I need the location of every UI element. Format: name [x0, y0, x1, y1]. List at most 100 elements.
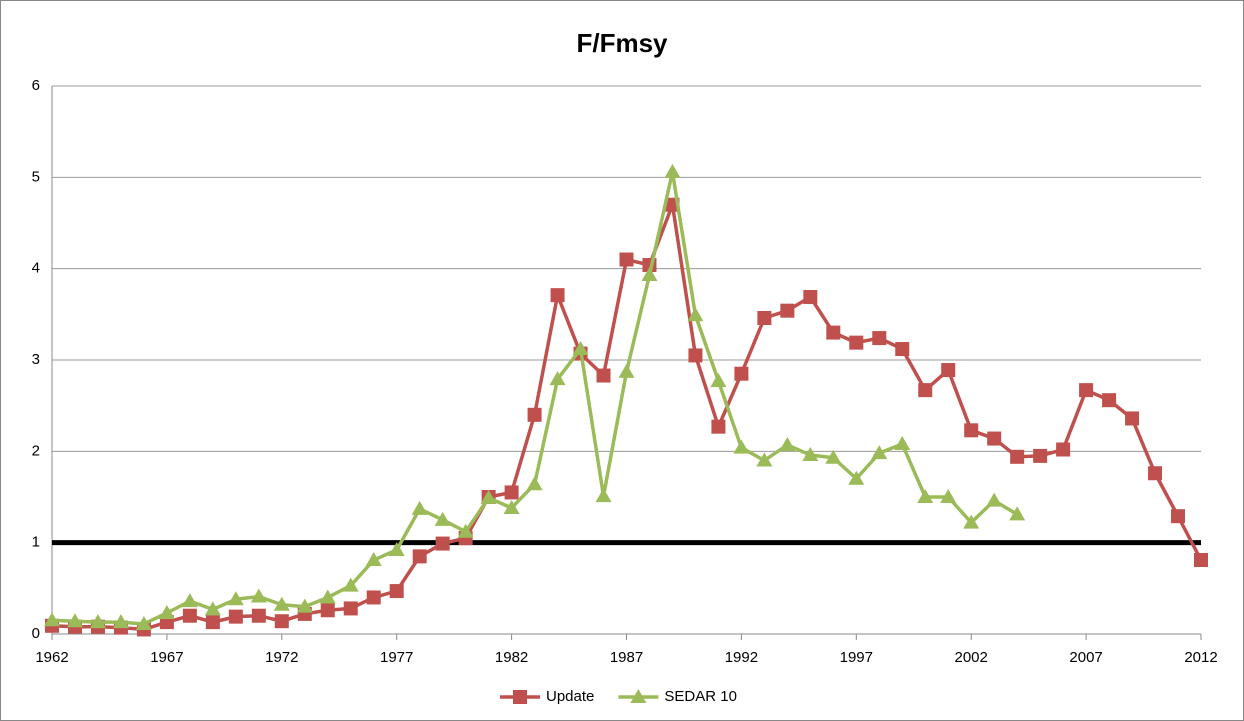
point-marker — [872, 331, 887, 346]
point-marker — [630, 689, 647, 703]
x-tick-label: 1997 — [840, 649, 873, 666]
point-marker — [227, 591, 244, 606]
y-tick-label: 5 — [32, 168, 40, 185]
point-marker — [513, 690, 527, 704]
point-marker — [251, 608, 266, 623]
point-marker — [1148, 466, 1163, 481]
point-marker — [526, 476, 543, 491]
point-marker — [641, 267, 658, 282]
y-tick-label: 0 — [32, 625, 40, 642]
point-marker — [941, 363, 956, 378]
x-tick-label: 2002 — [955, 649, 988, 666]
point-marker — [1009, 506, 1026, 521]
point-marker — [504, 485, 519, 500]
point-marker — [66, 613, 83, 628]
point-marker — [733, 439, 750, 454]
point-marker — [343, 601, 358, 616]
point-marker — [687, 307, 704, 322]
point-marker — [940, 489, 957, 503]
point-marker — [664, 163, 681, 178]
point-marker — [411, 500, 428, 515]
x-tick-label: 1992 — [725, 649, 758, 666]
point-marker — [894, 436, 911, 451]
x-tick-label: 1962 — [35, 649, 68, 666]
point-marker — [803, 289, 818, 304]
chart-title: F/Fmsy — [576, 28, 668, 58]
point-marker — [711, 419, 726, 434]
point-marker — [918, 383, 933, 398]
point-marker — [572, 341, 589, 356]
point-marker — [780, 303, 795, 318]
point-marker — [756, 452, 773, 467]
legend-label: SEDAR 10 — [664, 688, 737, 705]
point-marker — [710, 373, 727, 388]
point-marker — [158, 604, 175, 619]
point-marker — [825, 449, 842, 464]
x-tick-label: 1982 — [495, 649, 528, 666]
point-marker — [734, 366, 749, 381]
point-marker — [1194, 553, 1208, 568]
point-marker — [388, 541, 405, 556]
point-marker — [274, 614, 289, 629]
point-marker — [963, 514, 980, 529]
point-marker — [457, 523, 474, 538]
point-marker — [619, 252, 634, 267]
point-marker — [365, 552, 382, 567]
point-marker — [986, 492, 1003, 507]
point-marker — [342, 577, 359, 592]
point-marker — [273, 596, 290, 611]
legend-item: Update — [500, 688, 594, 705]
point-marker — [987, 431, 1002, 446]
point-marker — [1125, 411, 1140, 426]
point-marker — [503, 499, 520, 514]
y-tick-label: 6 — [32, 77, 40, 94]
point-marker — [1102, 393, 1117, 408]
point-marker — [595, 488, 612, 503]
point-marker — [550, 288, 565, 303]
point-marker — [779, 436, 796, 451]
point-marker — [1079, 383, 1094, 398]
point-marker — [1010, 449, 1025, 464]
point-marker — [435, 536, 450, 551]
point-marker — [412, 549, 427, 564]
point-marker — [964, 423, 979, 438]
point-marker — [89, 614, 106, 629]
point-marker — [848, 470, 865, 485]
point-marker — [826, 325, 841, 340]
y-tick-label: 1 — [32, 534, 40, 551]
point-marker — [366, 590, 381, 605]
point-marker — [527, 407, 542, 422]
point-marker — [205, 615, 220, 630]
y-tick-label: 4 — [32, 260, 40, 277]
point-marker — [596, 368, 611, 383]
point-marker — [849, 335, 864, 350]
point-marker — [802, 446, 819, 461]
point-marker — [135, 615, 152, 630]
point-marker — [871, 445, 888, 460]
point-marker — [1033, 448, 1048, 463]
point-marker — [182, 608, 197, 623]
point-marker — [44, 612, 60, 627]
point-marker — [250, 588, 267, 603]
point-marker — [1056, 442, 1071, 457]
point-marker — [688, 348, 703, 363]
point-marker — [296, 598, 313, 613]
legend-label: Update — [546, 688, 594, 705]
point-marker — [917, 489, 934, 503]
x-tick-label: 1987 — [610, 649, 643, 666]
point-marker — [181, 593, 198, 608]
point-marker — [480, 489, 497, 504]
x-tick-label: 1977 — [380, 649, 413, 666]
y-tick-label: 3 — [32, 351, 40, 368]
y-tick-label: 2 — [32, 442, 40, 459]
point-marker — [204, 601, 221, 616]
point-marker — [320, 603, 335, 618]
x-tick-label: 1967 — [150, 649, 183, 666]
point-marker — [895, 342, 910, 357]
x-tick-label: 2007 — [1069, 649, 1102, 666]
legend-item: SEDAR 10 — [618, 688, 737, 705]
point-marker — [549, 371, 566, 386]
point-marker — [1171, 509, 1186, 524]
point-marker — [434, 511, 451, 526]
